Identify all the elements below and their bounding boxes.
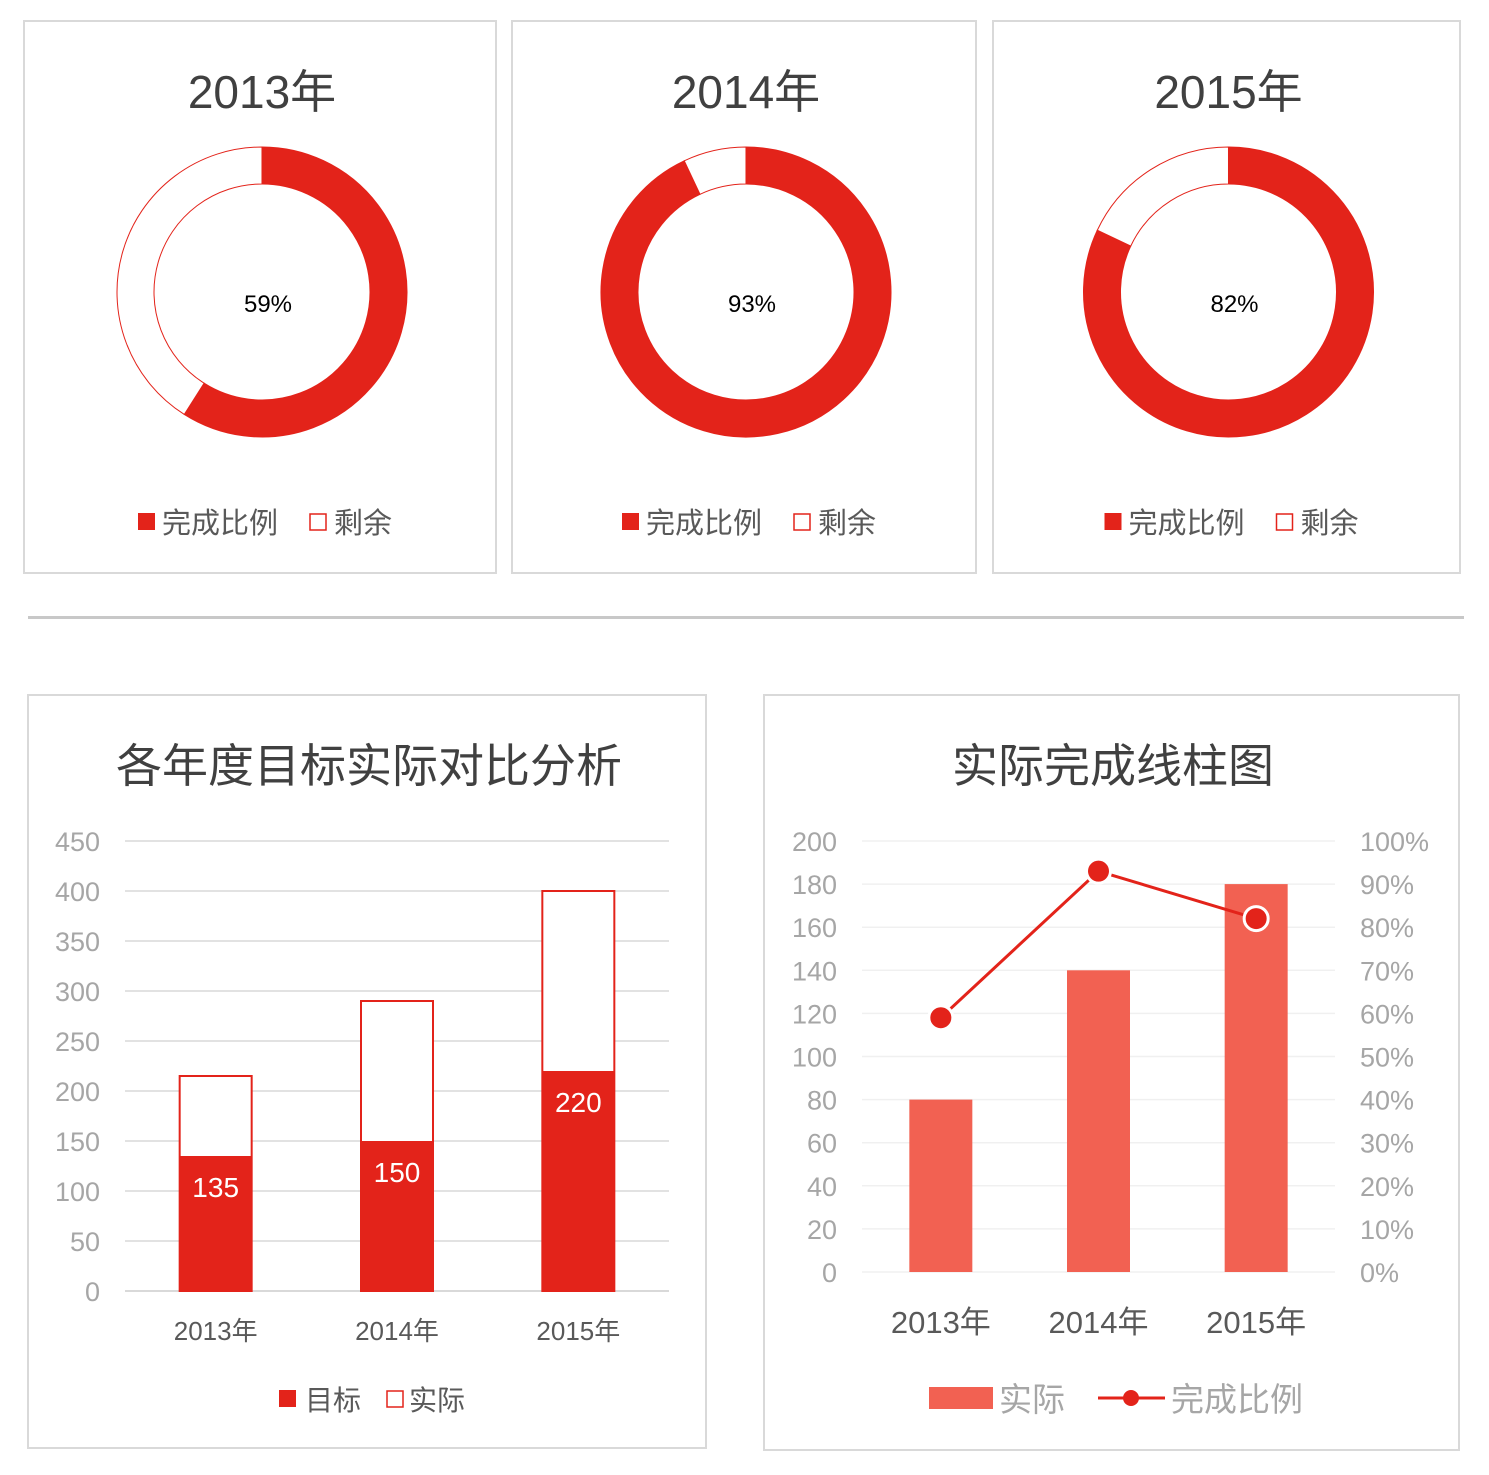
y-tick-label: 80: [807, 1086, 837, 1116]
y2-tick-label: 80%: [1360, 913, 1414, 943]
bar-target: [361, 1141, 433, 1291]
legend-swatch-actual: [386, 1390, 404, 1408]
line-point: [1085, 857, 1112, 885]
bar-target: [542, 1071, 615, 1291]
legend-label-remaining: 剩余: [1301, 507, 1359, 540]
x-tick-label: 2015年: [1206, 1305, 1306, 1340]
legend-label-target: 目标: [305, 1385, 361, 1416]
legend-label-actual: 实际: [999, 1381, 1065, 1418]
y-tick-label: 20: [807, 1215, 837, 1245]
bar-actual: [909, 1099, 973, 1272]
donut-title: 2013年: [188, 66, 336, 118]
donut-slice-remaining: [1096, 146, 1229, 247]
donut-title: 2015年: [1154, 66, 1302, 118]
y2-tick-label: 20%: [1360, 1172, 1414, 1202]
x-tick-label: 2014年: [355, 1316, 439, 1346]
legend-label-remaining: 剩余: [818, 507, 876, 540]
y-tick-label: 40: [807, 1172, 837, 1202]
legend-label-ratio: 完成比例: [1171, 1381, 1303, 1418]
bar-data-label: 150: [374, 1157, 421, 1188]
y-tick-label: 200: [792, 827, 837, 857]
chart-title: 实际完成线柱图: [952, 740, 1274, 792]
y-tick-label: 150: [55, 1127, 100, 1157]
legend-swatch-marker: [1123, 1390, 1139, 1406]
y-tick-label: 180: [792, 870, 837, 900]
y2-tick-label: 100%: [1360, 827, 1429, 857]
bar-data-label: 135: [192, 1172, 239, 1203]
donut-slice-complete: [1083, 146, 1374, 438]
donut-center-label: 59%: [244, 291, 292, 318]
bar-target: [179, 1156, 252, 1291]
legend-label-complete: 完成比例: [162, 507, 278, 540]
y-tick-label: 60: [807, 1129, 837, 1159]
x-tick-label: 2015年: [536, 1316, 620, 1346]
donut-panel-2014: 2014年 93% 完成比例 剩余: [511, 20, 977, 574]
y-tick-label: 100: [792, 1043, 837, 1073]
section-divider: [28, 616, 1464, 619]
legend-swatch-target: [279, 1390, 296, 1407]
legend-label-complete: 完成比例: [1129, 507, 1245, 540]
legend-swatch-actual: [929, 1387, 993, 1409]
donut-legend: 完成比例 剩余: [622, 507, 876, 540]
y2-tick-label: 0%: [1360, 1258, 1399, 1288]
bar-actual: [1067, 970, 1130, 1272]
combo-chart-panel: 实际完成线柱图 0 20 40 60 80 100 120 140 160 180 200 0% 10% 2…: [763, 694, 1460, 1451]
legend-swatch-remaining: [793, 513, 811, 531]
y-tick-label: 350: [55, 927, 100, 957]
donut-slice-remaining: [683, 146, 747, 195]
y-tick-label: 450: [55, 827, 100, 857]
y-tick-label: 0: [85, 1277, 100, 1307]
y-tick-label: 400: [55, 877, 100, 907]
stacked-bar-panel: 各年度目标实际对比分析 0 50 100 150 200 250 300 350 400 450 13…: [27, 694, 707, 1449]
y-tick-label: 200: [55, 1077, 100, 1107]
legend-swatch-remaining: [309, 513, 327, 531]
legend-swatch-remaining: [1275, 513, 1294, 531]
x-tick-label: 2014年: [1049, 1305, 1149, 1340]
donut-chart-2013: 2013年 59% 完成比例 剩余: [116, 66, 408, 540]
legend-swatch-complete: [622, 513, 639, 530]
y-tick-label: 300: [55, 977, 100, 1007]
stacked-bar-chart: 各年度目标实际对比分析 0 50 100 150 200 250 300 350 400 450 13…: [55, 740, 669, 1416]
legend-label-actual: 实际: [409, 1385, 465, 1416]
line-point: [1242, 905, 1270, 933]
x-tick-label: 2013年: [174, 1316, 258, 1346]
legend-swatch-complete: [1104, 513, 1122, 530]
donut-slice-complete: [183, 146, 408, 438]
donut-chart-2014: 2014年 93% 完成比例 剩余: [600, 66, 892, 540]
y-tick-label: 0: [822, 1258, 837, 1288]
y2-tick-label: 70%: [1360, 956, 1414, 986]
donut-title: 2014年: [672, 66, 820, 118]
x-tick-label: 2013年: [891, 1305, 991, 1340]
y2-tick-label: 60%: [1360, 999, 1414, 1029]
donut-center-label: 82%: [1210, 291, 1258, 318]
chart-title: 各年度目标实际对比分析: [116, 740, 622, 792]
y-tick-label: 100: [55, 1177, 100, 1207]
donut-chart-2015: 2015年 82% 完成比例 剩余: [1083, 66, 1374, 540]
legend-swatch-complete: [138, 513, 155, 530]
bar-data-label: 220: [555, 1087, 602, 1118]
y2-tick-label: 30%: [1360, 1129, 1414, 1159]
donut-panel-2013: 2013年 59% 完成比例 剩余: [23, 20, 497, 574]
y-tick-label: 140: [792, 956, 837, 986]
y-tick-label: 160: [792, 913, 837, 943]
y-tick-label: 250: [55, 1027, 100, 1057]
donut-center-label: 93%: [728, 291, 776, 318]
combo-chart: 实际完成线柱图 0 20 40 60 80 100 120 140 160 180 200 0% 10% 2…: [792, 740, 1429, 1418]
line-point: [927, 1004, 955, 1032]
donut-slice-remaining: [116, 146, 263, 416]
donut-slice-complete: [600, 146, 892, 438]
y2-tick-label: 50%: [1360, 1043, 1414, 1073]
y2-tick-label: 40%: [1360, 1086, 1414, 1116]
donut-legend: 完成比例 剩余: [138, 507, 392, 540]
y-tick-label: 50: [70, 1227, 100, 1257]
y2-tick-label: 90%: [1360, 870, 1414, 900]
legend-label-complete: 完成比例: [646, 507, 762, 540]
legend-label-remaining: 剩余: [334, 507, 392, 540]
y2-tick-label: 10%: [1360, 1215, 1414, 1245]
bar-actual: [1224, 884, 1288, 1272]
y-tick-label: 120: [792, 999, 837, 1029]
donut-legend: 完成比例 剩余: [1104, 507, 1359, 540]
donut-panel-2015: 2015年 82% 完成比例 剩余: [992, 20, 1461, 574]
